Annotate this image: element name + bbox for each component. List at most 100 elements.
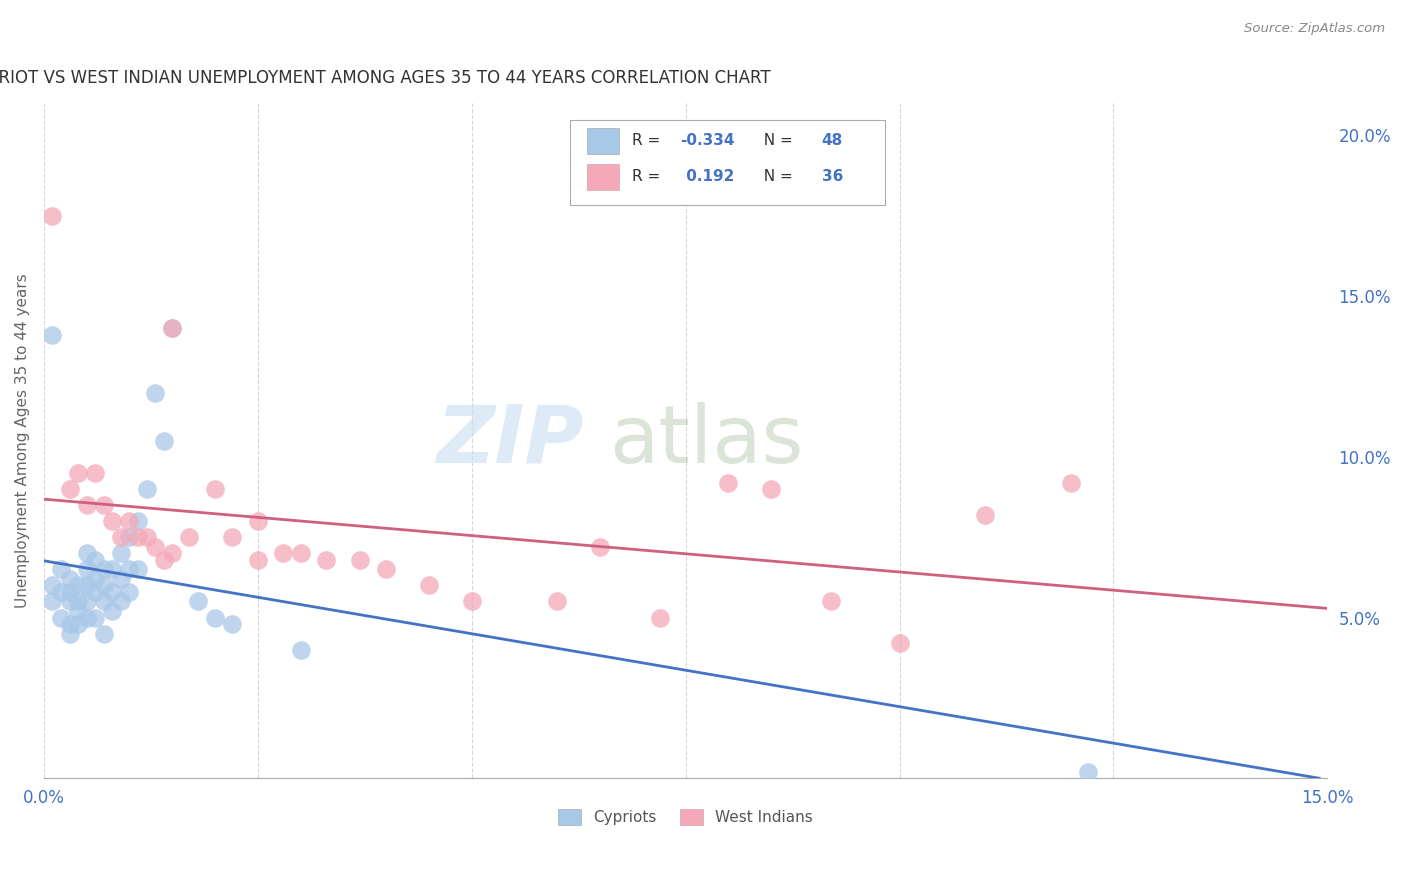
Point bbox=[1077, 764, 1099, 779]
Point bbox=[58, 626, 80, 640]
Point bbox=[889, 636, 911, 650]
Point bbox=[67, 578, 90, 592]
Point bbox=[110, 530, 132, 544]
Point bbox=[49, 584, 72, 599]
Point bbox=[67, 617, 90, 632]
FancyBboxPatch shape bbox=[569, 120, 884, 204]
Point bbox=[84, 584, 107, 599]
Point bbox=[221, 617, 243, 632]
Point bbox=[273, 546, 295, 560]
Point bbox=[67, 604, 90, 618]
Text: 36: 36 bbox=[821, 169, 844, 184]
Text: Source: ZipAtlas.com: Source: ZipAtlas.com bbox=[1244, 22, 1385, 36]
Point bbox=[246, 514, 269, 528]
Point bbox=[461, 594, 484, 608]
Point bbox=[93, 594, 115, 608]
Point bbox=[101, 514, 124, 528]
Point bbox=[179, 530, 201, 544]
Point bbox=[67, 594, 90, 608]
Point bbox=[101, 604, 124, 618]
Point bbox=[84, 466, 107, 480]
Point bbox=[162, 546, 184, 560]
Point bbox=[152, 552, 174, 566]
Point bbox=[76, 562, 98, 576]
Point bbox=[127, 530, 149, 544]
Point bbox=[127, 514, 149, 528]
Point bbox=[101, 584, 124, 599]
Point bbox=[41, 578, 63, 592]
Point bbox=[118, 514, 141, 528]
Point bbox=[648, 610, 671, 624]
Point bbox=[152, 434, 174, 448]
Point bbox=[221, 530, 243, 544]
Text: CYPRIOT VS WEST INDIAN UNEMPLOYMENT AMONG AGES 35 TO 44 YEARS CORRELATION CHART: CYPRIOT VS WEST INDIAN UNEMPLOYMENT AMON… bbox=[0, 69, 770, 87]
Legend: Cypriots, West Indians: Cypriots, West Indians bbox=[553, 803, 818, 831]
Text: -0.334: -0.334 bbox=[681, 133, 735, 148]
Point bbox=[204, 482, 226, 496]
Point bbox=[41, 594, 63, 608]
Point bbox=[118, 530, 141, 544]
Text: N =: N = bbox=[754, 133, 797, 148]
Point bbox=[93, 626, 115, 640]
Point bbox=[162, 321, 184, 335]
Text: R =: R = bbox=[631, 169, 665, 184]
Point bbox=[418, 578, 440, 592]
Point bbox=[76, 610, 98, 624]
Point bbox=[375, 562, 398, 576]
Point bbox=[58, 482, 80, 496]
Point bbox=[717, 475, 740, 490]
Point bbox=[143, 540, 166, 554]
Point bbox=[290, 546, 312, 560]
Point bbox=[76, 578, 98, 592]
Point bbox=[349, 552, 371, 566]
Point bbox=[41, 209, 63, 223]
Point bbox=[93, 578, 115, 592]
Point bbox=[315, 552, 337, 566]
Point bbox=[49, 610, 72, 624]
Point bbox=[93, 498, 115, 512]
Point bbox=[204, 610, 226, 624]
Point bbox=[118, 562, 141, 576]
Point bbox=[135, 482, 157, 496]
Point bbox=[1060, 475, 1083, 490]
Text: atlas: atlas bbox=[609, 401, 803, 480]
Point bbox=[143, 385, 166, 400]
Point bbox=[187, 594, 209, 608]
Point bbox=[118, 584, 141, 599]
Point bbox=[41, 327, 63, 342]
Point bbox=[761, 482, 783, 496]
Point bbox=[76, 594, 98, 608]
Y-axis label: Unemployment Among Ages 35 to 44 years: Unemployment Among Ages 35 to 44 years bbox=[15, 274, 30, 608]
Point bbox=[246, 552, 269, 566]
Point bbox=[110, 594, 132, 608]
Point bbox=[58, 594, 80, 608]
Point bbox=[76, 498, 98, 512]
Text: R =: R = bbox=[631, 133, 665, 148]
Text: 48: 48 bbox=[821, 133, 844, 148]
Point bbox=[820, 594, 842, 608]
Text: ZIP: ZIP bbox=[436, 401, 583, 480]
Point bbox=[546, 594, 568, 608]
Point bbox=[110, 572, 132, 586]
Text: 0.192: 0.192 bbox=[681, 169, 734, 184]
Point bbox=[974, 508, 997, 522]
Point bbox=[589, 540, 612, 554]
FancyBboxPatch shape bbox=[586, 128, 619, 154]
Point bbox=[162, 321, 184, 335]
Point bbox=[49, 562, 72, 576]
Point bbox=[84, 552, 107, 566]
Point bbox=[58, 572, 80, 586]
Point bbox=[67, 466, 90, 480]
Point bbox=[110, 546, 132, 560]
FancyBboxPatch shape bbox=[586, 164, 619, 190]
Point bbox=[84, 610, 107, 624]
Point bbox=[290, 642, 312, 657]
Point bbox=[135, 530, 157, 544]
Text: N =: N = bbox=[754, 169, 797, 184]
Point bbox=[84, 572, 107, 586]
Point bbox=[58, 617, 80, 632]
Point bbox=[93, 562, 115, 576]
Point bbox=[58, 584, 80, 599]
Point bbox=[127, 562, 149, 576]
Point bbox=[76, 546, 98, 560]
